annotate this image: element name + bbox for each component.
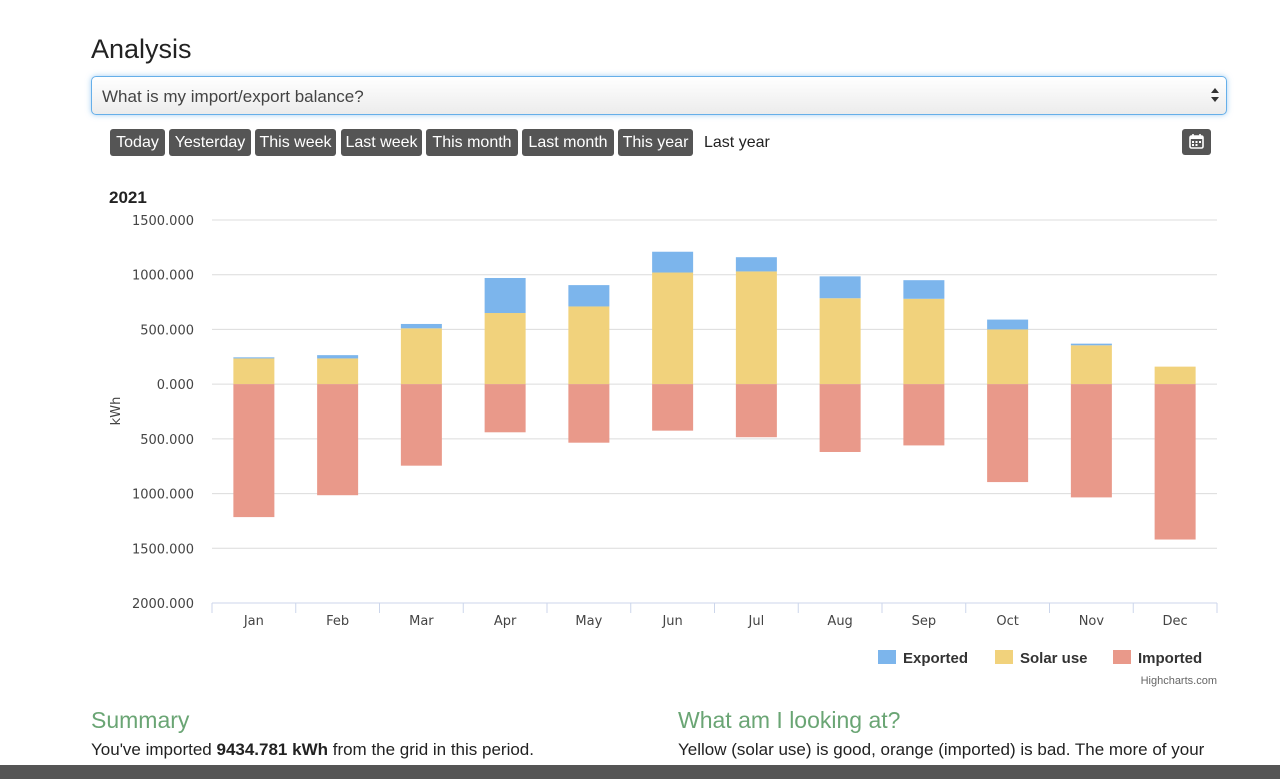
x-tick-label: May — [575, 614, 602, 629]
legend-exported[interactable]: Exported — [878, 650, 968, 667]
x-tick-label: Dec — [1163, 614, 1188, 629]
imported-bar — [652, 384, 694, 431]
x-tick-label: Apr — [494, 614, 517, 629]
x-tick-label: Oct — [996, 614, 1018, 629]
x-tick-label: Aug — [827, 614, 852, 629]
solar-use-bar — [735, 271, 777, 385]
legend-label: Solar use — [1020, 650, 1088, 667]
legend-swatch — [878, 650, 896, 664]
exported-bar — [484, 277, 526, 314]
y-tick-label: 1000.000 — [132, 488, 194, 503]
range-button-today[interactable]: Today — [110, 129, 165, 156]
question-select[interactable]: What is my import/export balance? — [91, 76, 1227, 115]
solar-use-bar — [819, 298, 861, 385]
exported-bar — [987, 319, 1029, 330]
x-tick-label: Feb — [326, 614, 349, 629]
solar-use-bar — [233, 358, 275, 385]
calendar-icon — [1189, 134, 1204, 149]
y-tick-label: 2000.000 — [132, 597, 194, 612]
x-tick-label: Jun — [661, 614, 682, 629]
exported-bar — [819, 276, 861, 299]
imported-bar — [987, 384, 1029, 483]
explain-text: Yellow (solar use) is good, orange (impo… — [678, 740, 1205, 759]
solar-use-bar — [987, 329, 1029, 385]
imported-bar — [735, 384, 777, 438]
legend-label: Exported — [903, 650, 968, 667]
exported-bar — [400, 323, 442, 329]
y-tick-label: 1000.000 — [132, 269, 194, 284]
solar-use-bar — [1154, 366, 1196, 385]
y-tick-label: 500.000 — [140, 433, 194, 448]
bottom-bar — [0, 765, 1280, 779]
legend-solar-use[interactable]: Solar use — [995, 650, 1088, 667]
imported-bar — [1070, 384, 1112, 498]
imported-bar — [568, 384, 610, 443]
page-title: Analysis — [91, 34, 192, 64]
chart-title: 2021 — [109, 188, 147, 207]
exported-bar — [735, 257, 777, 272]
question-select-value: What is my import/export balance? — [102, 87, 364, 106]
range-button-this-month[interactable]: This month — [426, 129, 518, 156]
solar-use-bar — [652, 272, 694, 385]
imported-bar — [484, 384, 526, 433]
summary-text-after: from the grid in this period. — [328, 740, 534, 759]
highcharts-credits[interactable]: Highcharts.com — [1141, 675, 1217, 687]
y-axis-label: kWh — [109, 397, 124, 426]
solar-use-bar — [903, 298, 945, 385]
imported-bar — [819, 384, 861, 452]
legend-swatch — [1113, 650, 1131, 664]
exported-bar — [903, 280, 945, 299]
summary-text-before: You've imported — [91, 740, 217, 759]
range-button-last-week[interactable]: Last week — [341, 129, 422, 156]
imported-bar — [317, 384, 359, 496]
summary-text: You've imported 9434.781 kWh from the gr… — [91, 740, 534, 760]
select-arrows-icon — [1211, 88, 1219, 102]
exported-bar — [1070, 343, 1112, 346]
summary-import-value: 9434.781 kWh — [216, 740, 328, 759]
exported-bar — [317, 355, 359, 359]
energy-balance-chart: 2021 kWh 1500.000 1000.000 500.000 0.000 500… — [109, 188, 1218, 687]
x-tick-label: Nov — [1079, 614, 1105, 629]
range-active-last-year: Last year — [704, 134, 770, 151]
range-button-last-month[interactable]: Last month — [522, 129, 614, 156]
y-tick-label: 0.000 — [157, 378, 194, 393]
explain-title: What am I looking at? — [678, 707, 901, 733]
solar-use-bar — [317, 358, 359, 385]
imported-bar — [233, 384, 275, 518]
exported-bar — [652, 251, 694, 273]
summary-title: Summary — [91, 707, 190, 733]
legend-label: Imported — [1138, 650, 1202, 667]
solar-use-bar — [484, 313, 526, 385]
x-tick-label: Mar — [409, 614, 434, 629]
range-button-yesterday[interactable]: Yesterday — [169, 129, 251, 156]
imported-bar — [1154, 384, 1196, 540]
y-tick-label: 1500.000 — [132, 542, 194, 557]
range-button-this-week[interactable]: This week — [255, 129, 336, 156]
range-button-this-year[interactable]: This year — [618, 129, 693, 156]
exported-bar — [233, 357, 275, 359]
exported-bar — [568, 285, 610, 307]
x-tick-label: Sep — [912, 614, 937, 629]
solar-use-bar — [568, 306, 610, 385]
solar-use-bar — [1070, 345, 1112, 385]
y-tick-label: 1500.000 — [132, 214, 194, 229]
imported-bar — [903, 384, 945, 446]
imported-bar — [400, 384, 442, 466]
legend-swatch — [995, 650, 1013, 664]
calendar-button[interactable] — [1182, 129, 1211, 155]
legend-imported[interactable]: Imported — [1113, 650, 1202, 667]
x-tick-label: Jan — [243, 614, 264, 629]
x-tick-label: Jul — [748, 614, 765, 629]
y-tick-label: 500.000 — [140, 323, 194, 338]
solar-use-bar — [400, 328, 442, 385]
